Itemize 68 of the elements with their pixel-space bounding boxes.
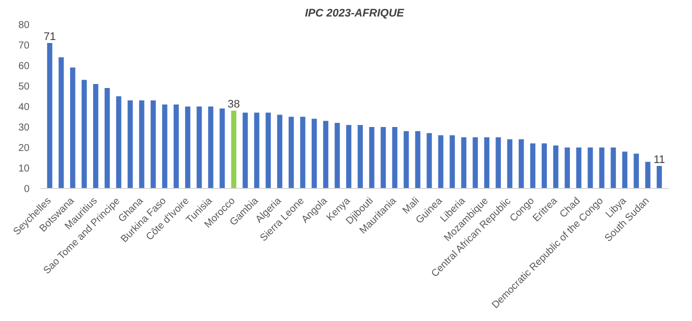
bar: [346, 124, 352, 188]
bar: [392, 127, 398, 188]
bar: [622, 152, 628, 188]
y-tick-label: 60: [18, 61, 30, 72]
data-label: 11: [654, 154, 666, 166]
bar: [277, 114, 282, 188]
bar: [599, 148, 604, 188]
y-tick-label: 30: [18, 122, 30, 134]
bar: [174, 104, 179, 188]
bar: [461, 137, 466, 188]
bar: [82, 80, 87, 188]
bar: [93, 84, 98, 188]
bar: [472, 137, 478, 188]
bar: [484, 137, 490, 188]
y-tick-label: 70: [18, 40, 30, 52]
bar: [542, 143, 547, 188]
bar: [610, 148, 616, 188]
data-label: 38: [228, 98, 240, 111]
bar: [300, 116, 306, 188]
bar: [288, 116, 294, 188]
bar: [553, 145, 558, 188]
y-tick-label: 10: [18, 164, 30, 174]
bar: [231, 110, 236, 188]
bar: [47, 42, 52, 188]
chart-title: IPC 2023-AFRIQUE: [304, 8, 405, 20]
bar: [518, 139, 524, 188]
bar: [507, 139, 512, 188]
y-tick-label: 20: [18, 143, 30, 154]
x-tick-label: Mali: [400, 196, 422, 216]
bar: [208, 106, 214, 188]
y-tick-label: 40: [18, 102, 30, 113]
bar: [426, 133, 432, 188]
bar: [380, 127, 386, 188]
bar: [220, 108, 225, 188]
y-tick-label: 0: [24, 184, 30, 195]
bar: [242, 112, 248, 188]
bar: [312, 118, 317, 188]
bar: [450, 135, 455, 188]
bar: [358, 124, 363, 188]
bar: [196, 106, 202, 188]
bar: [128, 100, 133, 188]
bar: [266, 112, 271, 188]
y-tick-label: 80: [18, 20, 30, 31]
bar: [656, 166, 662, 188]
bar: [323, 120, 328, 188]
data-label: 71: [44, 30, 56, 43]
bar: [564, 148, 570, 188]
bar: [438, 135, 444, 188]
bar: [576, 148, 582, 188]
bar: [404, 131, 409, 188]
bar: [634, 154, 639, 188]
bar: [334, 122, 340, 188]
bar: [415, 131, 420, 188]
bar: [185, 106, 190, 188]
bar: [530, 143, 536, 188]
bar: [162, 104, 168, 188]
bar: [58, 57, 64, 188]
bar: [116, 96, 122, 188]
bar: [70, 68, 76, 188]
bar: [645, 162, 650, 188]
bar: [588, 148, 593, 188]
bar: [369, 127, 374, 188]
bar: [150, 100, 156, 188]
bar: [254, 112, 260, 188]
y-tick-label: 50: [18, 82, 30, 92]
bar: [496, 137, 501, 188]
bar: [104, 88, 110, 188]
bar: [139, 100, 144, 188]
